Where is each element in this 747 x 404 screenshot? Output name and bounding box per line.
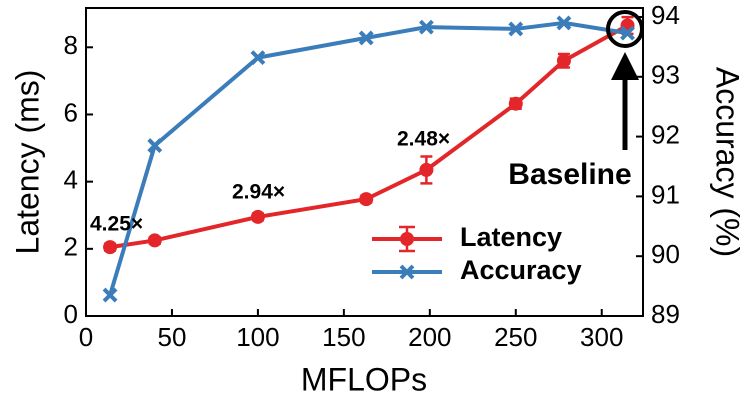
y-tick-label: 4 — [64, 165, 78, 195]
y2-tick-label: 92 — [651, 119, 680, 149]
y2-tick-label: 94 — [651, 0, 680, 30]
marker — [103, 240, 118, 255]
marker — [556, 53, 571, 68]
annotation: 2.94× — [232, 181, 285, 204]
marker — [508, 21, 524, 37]
marker — [620, 25, 635, 41]
legend-label: Accuracy — [460, 255, 582, 285]
series-line — [109, 23, 629, 250]
series-line — [108, 20, 628, 296]
marker — [147, 233, 162, 248]
marker — [419, 162, 434, 177]
marker — [508, 96, 523, 111]
annotation: Baseline — [508, 158, 631, 191]
marker — [358, 30, 374, 46]
marker — [102, 287, 118, 303]
y2-tick-label: 90 — [651, 239, 680, 269]
x-tick-label: 200 — [408, 322, 451, 352]
plot-frame — [85, 7, 644, 317]
marker — [418, 19, 434, 35]
x-tick-label: 150 — [322, 322, 365, 352]
legend-label: Latency — [460, 222, 562, 252]
y-tick-label: 6 — [64, 97, 78, 127]
y2-tick-label: 89 — [651, 299, 680, 329]
y2-tick-label: 91 — [651, 179, 680, 209]
legend-marker — [399, 264, 415, 280]
x-tick-label: 50 — [157, 322, 186, 352]
x-axis-label: MFLOPs — [301, 361, 427, 397]
annotation: 4.25× — [90, 213, 143, 236]
y-axis-label: Latency (ms) — [9, 70, 45, 255]
marker — [359, 192, 374, 207]
legend-marker — [400, 232, 414, 246]
y-tick-label: 2 — [64, 232, 78, 262]
marker — [556, 15, 572, 31]
x-tick-label: 300 — [580, 322, 623, 352]
annotation: 2.48× — [397, 128, 450, 151]
y2-tick-label: 93 — [651, 60, 680, 90]
marker — [250, 50, 266, 66]
x-tick-label: 100 — [236, 322, 279, 352]
baseline-circle — [606, 10, 644, 48]
y2-axis-label: Accuracy (%) — [710, 67, 746, 257]
y-tick-label: 8 — [64, 30, 78, 60]
marker — [147, 138, 163, 153]
baseline-arrowhead — [611, 52, 639, 80]
x-tick-label: 0 — [79, 322, 93, 352]
marker — [250, 209, 265, 224]
x-tick-label: 250 — [494, 322, 537, 352]
y-tick-label: 0 — [64, 299, 78, 329]
